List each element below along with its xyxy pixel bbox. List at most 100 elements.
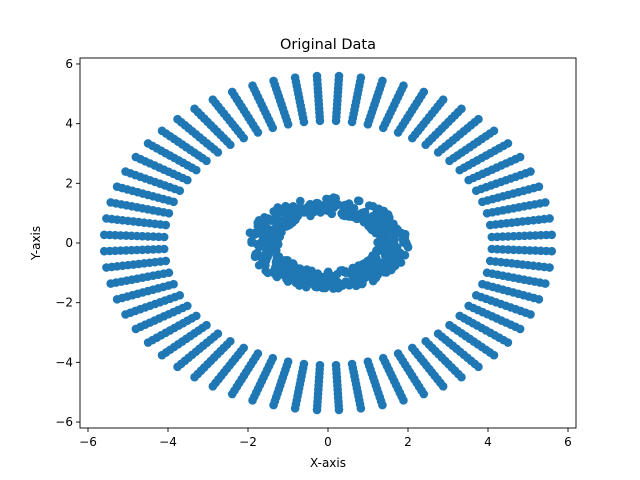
data-point xyxy=(336,266,345,275)
data-point xyxy=(102,263,111,272)
data-point xyxy=(372,214,382,223)
data-point xyxy=(349,203,359,213)
data-point xyxy=(258,232,268,242)
data-point xyxy=(385,229,394,239)
data-point xyxy=(361,271,371,281)
data-point xyxy=(371,247,381,256)
data-point xyxy=(378,400,387,410)
data-point xyxy=(143,338,153,347)
data-point xyxy=(285,208,294,217)
data-point xyxy=(305,199,315,209)
data-point xyxy=(364,201,374,210)
data-point xyxy=(289,265,299,274)
y-tick-label: 4 xyxy=(65,117,73,131)
data-point xyxy=(371,256,381,266)
data-point xyxy=(301,282,311,292)
data-point xyxy=(503,139,513,148)
y-tick-label: −2 xyxy=(55,296,73,310)
data-point xyxy=(356,403,366,413)
data-point xyxy=(534,182,544,192)
data-point xyxy=(503,338,513,347)
data-point xyxy=(360,207,369,217)
data-point xyxy=(227,389,237,399)
data-point xyxy=(253,218,263,228)
data-point xyxy=(438,95,448,104)
data-point xyxy=(341,277,351,286)
x-tick-label: 0 xyxy=(324,435,332,449)
data-point xyxy=(256,242,265,251)
data-point xyxy=(247,236,256,246)
data-point xyxy=(263,268,273,278)
data-point xyxy=(288,218,297,227)
data-point xyxy=(306,211,315,221)
y-tick-label: 2 xyxy=(65,176,73,190)
data-point xyxy=(540,198,550,207)
data-point xyxy=(356,73,366,83)
data-point xyxy=(283,256,292,265)
data-point xyxy=(457,104,466,114)
data-point xyxy=(374,206,384,215)
data-point xyxy=(143,139,153,148)
data-point xyxy=(368,223,378,233)
y-tick-label: 6 xyxy=(65,57,73,71)
data-point xyxy=(515,324,525,334)
data-point xyxy=(334,405,344,415)
data-point xyxy=(254,260,264,270)
data-point xyxy=(121,167,130,176)
data-point xyxy=(379,236,389,246)
y-axis: −6 −4 −2 0 2 4 6 xyxy=(55,57,80,429)
data-point xyxy=(112,182,122,192)
y-axis-label: Y-axis xyxy=(29,226,43,261)
data-point xyxy=(327,209,337,219)
data-point xyxy=(275,232,285,242)
data-point xyxy=(397,228,406,238)
data-point xyxy=(99,246,109,256)
y-tick-label: −6 xyxy=(55,415,73,429)
data-point xyxy=(284,275,294,284)
data-point xyxy=(278,270,287,279)
data-point xyxy=(334,71,344,81)
data-point xyxy=(334,200,343,210)
x-tick-label: 4 xyxy=(484,435,492,449)
data-point xyxy=(419,87,429,97)
data-point xyxy=(173,114,182,124)
data-point xyxy=(190,372,199,382)
data-point xyxy=(377,263,387,272)
data-point xyxy=(385,213,394,222)
plot-frame xyxy=(79,57,577,429)
data-point xyxy=(338,211,348,220)
chart-title: Original Data xyxy=(280,37,376,53)
x-tick-label: 6 xyxy=(564,435,572,449)
data-point xyxy=(385,222,395,231)
data-point xyxy=(526,310,535,319)
data-point xyxy=(227,87,237,97)
data-point xyxy=(112,294,122,304)
data-point xyxy=(419,389,429,399)
data-point xyxy=(389,238,398,247)
data-point xyxy=(545,263,554,272)
data-point xyxy=(388,261,398,271)
data-point xyxy=(357,279,367,289)
data-point xyxy=(474,114,483,124)
data-point xyxy=(474,362,483,372)
data-point xyxy=(290,403,300,413)
data-point xyxy=(547,230,557,240)
x-axis: −6 −4 −2 0 2 4 6 xyxy=(79,428,572,449)
data-point xyxy=(208,95,218,104)
data-point xyxy=(489,350,499,360)
data-point xyxy=(121,310,130,319)
data-point xyxy=(298,267,308,276)
x-axis-label: X-axis xyxy=(310,456,346,470)
data-point xyxy=(312,71,322,81)
data-point xyxy=(399,396,408,405)
data-point xyxy=(157,350,167,360)
data-point xyxy=(102,214,111,223)
data-point xyxy=(547,246,557,256)
data-point xyxy=(106,198,116,207)
data-point xyxy=(131,152,141,162)
data-point xyxy=(350,279,360,289)
data-point xyxy=(294,276,303,286)
data-point xyxy=(269,400,278,410)
data-point xyxy=(106,279,116,288)
